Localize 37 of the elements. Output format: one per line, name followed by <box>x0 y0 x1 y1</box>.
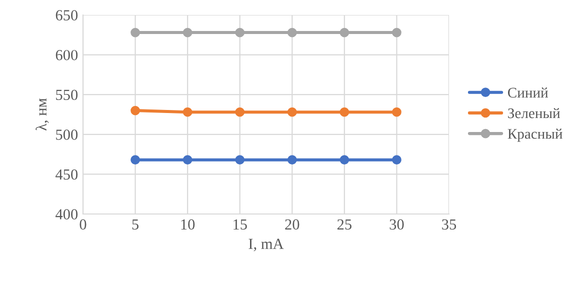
point <box>392 28 402 38</box>
x-tick-label: 5 <box>132 219 139 230</box>
point <box>130 106 140 116</box>
point <box>340 28 350 38</box>
point <box>287 107 297 117</box>
x-tick-label: 25 <box>337 219 352 230</box>
y-tick-label: 400 <box>56 209 78 220</box>
y-axis-title: λ, нм <box>36 98 49 131</box>
point <box>182 107 192 117</box>
point <box>392 107 402 117</box>
y-tick-label: 550 <box>56 90 78 100</box>
x-tick-label: 35 <box>442 219 456 230</box>
point <box>287 28 297 38</box>
point <box>235 155 245 165</box>
x-axis-title: I, mA <box>248 238 284 252</box>
legend-label: Красный <box>508 128 562 142</box>
point <box>182 155 192 165</box>
x-tick-label: 30 <box>390 219 404 230</box>
y-tick-label: 600 <box>56 50 78 60</box>
point <box>287 155 297 165</box>
y-tick-label: 650 <box>56 10 78 20</box>
point <box>340 107 350 117</box>
x-tick-label: 10 <box>181 219 195 230</box>
x-tick-label: 0 <box>80 219 86 230</box>
point <box>130 155 140 165</box>
x-tick-label: 20 <box>285 219 300 230</box>
x-tick-label: 15 <box>234 219 247 230</box>
point <box>340 155 350 165</box>
y-tick-label: 450 <box>56 169 78 180</box>
point <box>235 28 245 38</box>
legend-label: Зеленый <box>508 108 560 118</box>
y-tick-label: 500 <box>56 130 78 140</box>
legend-label: Синий <box>508 87 548 98</box>
point <box>392 155 402 165</box>
point <box>182 28 192 38</box>
point <box>130 28 140 38</box>
point <box>235 107 245 117</box>
